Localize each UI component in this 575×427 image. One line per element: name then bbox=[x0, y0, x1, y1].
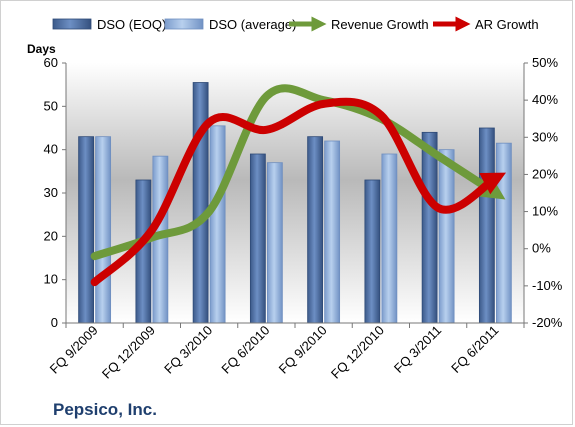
bar-dso-average bbox=[495, 142, 512, 324]
legend-swatch-dso-average bbox=[164, 18, 204, 30]
y-right-tick-label: 50% bbox=[532, 55, 558, 70]
legend-label-revenue-growth: Revenue Growth bbox=[331, 17, 429, 32]
legend-item-dso-eoq: DSO (EOQ) bbox=[52, 17, 166, 32]
bar-dso-eoq bbox=[192, 82, 209, 324]
bar-dso-eoq bbox=[478, 127, 495, 324]
legend-label-dso-eoq: DSO (EOQ) bbox=[97, 17, 166, 32]
y-right-tick-label: 40% bbox=[532, 92, 558, 107]
bar-dso-eoq bbox=[249, 153, 266, 324]
legend-item-dso-average: DSO (average) bbox=[164, 17, 296, 32]
legend-item-revenue-growth: Revenue Growth bbox=[289, 16, 429, 32]
y-left-tick-label: 0 bbox=[51, 315, 58, 330]
y-right-tick-label: -20% bbox=[532, 315, 563, 330]
bar-dso-average bbox=[381, 153, 398, 324]
y-right-tick-label: 0% bbox=[532, 241, 551, 256]
legend-label-ar-growth: AR Growth bbox=[475, 17, 539, 32]
bar-dso-average bbox=[266, 162, 283, 324]
y-left-axis-title: Days bbox=[27, 42, 56, 56]
y-right-tick-label: 10% bbox=[532, 204, 558, 219]
bar-dso-average bbox=[324, 140, 341, 324]
y-left-tick-label: 20 bbox=[44, 228, 58, 243]
x-tick-label: FQ 6/2011 bbox=[448, 323, 501, 376]
y-right-tick-label: -10% bbox=[532, 278, 563, 293]
y-left-tick-label: 60 bbox=[44, 55, 58, 70]
line-ar-growth bbox=[90, 97, 507, 287]
y-right-tick-label: 20% bbox=[532, 166, 558, 181]
y-left-tick-label: 10 bbox=[44, 272, 58, 287]
bar-dso-average bbox=[209, 125, 226, 324]
line-revenue-growth bbox=[90, 84, 506, 261]
plot-area bbox=[66, 63, 524, 323]
bar-dso-average bbox=[438, 149, 455, 324]
bar-dso-eoq bbox=[307, 136, 324, 324]
x-tick-label: FQ 12/2010 bbox=[328, 323, 387, 382]
lines-group bbox=[90, 84, 507, 287]
bar-dso-eoq bbox=[364, 179, 381, 324]
y-left-tick-label: 40 bbox=[44, 142, 58, 157]
bar-dso-eoq bbox=[78, 136, 95, 324]
legend-item-ar-growth: AR Growth bbox=[433, 16, 539, 32]
legend: DSO (EOQ) DSO (average) Revenue Growth A… bbox=[52, 16, 539, 32]
bar-dso-eoq bbox=[421, 131, 438, 324]
x-tick-label: FQ 3/2010 bbox=[161, 323, 215, 377]
x-tick-label: FQ 6/2010 bbox=[218, 323, 272, 377]
y-right-tick-label: 30% bbox=[532, 129, 558, 144]
x-tick-label: FQ 9/2010 bbox=[276, 323, 330, 377]
x-tick-label: FQ 3/2011 bbox=[391, 323, 444, 376]
y-left-tick-label: 30 bbox=[44, 185, 58, 200]
y-left-tick-label: 50 bbox=[44, 98, 58, 113]
company-name: Pepsico, Inc. bbox=[53, 400, 157, 419]
x-tick-label: FQ 12/2009 bbox=[99, 323, 158, 382]
x-tick-label: FQ 9/2009 bbox=[47, 323, 101, 377]
bar-dso-average bbox=[95, 136, 112, 324]
legend-swatch-dso-eoq bbox=[52, 18, 92, 30]
legend-label-dso-average: DSO (average) bbox=[209, 17, 296, 32]
